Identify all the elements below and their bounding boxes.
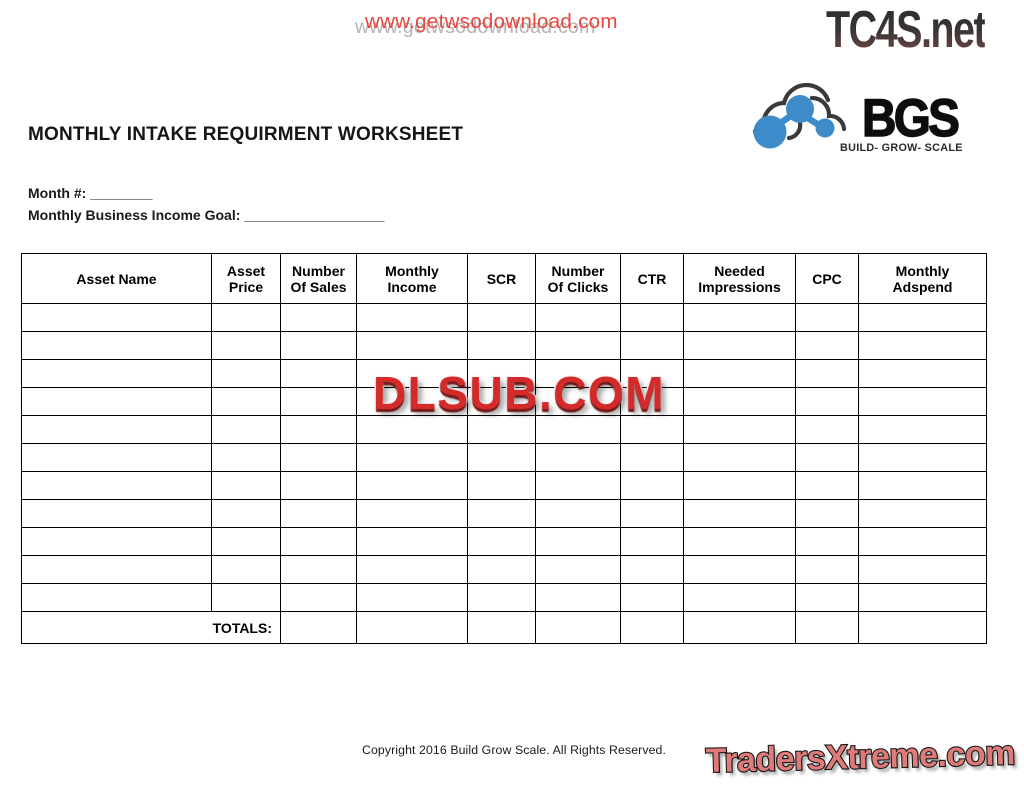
svg-text:BUILD- GROW- SCALE: BUILD- GROW- SCALE	[840, 142, 963, 154]
svg-text:BGS: BGS	[862, 88, 958, 148]
